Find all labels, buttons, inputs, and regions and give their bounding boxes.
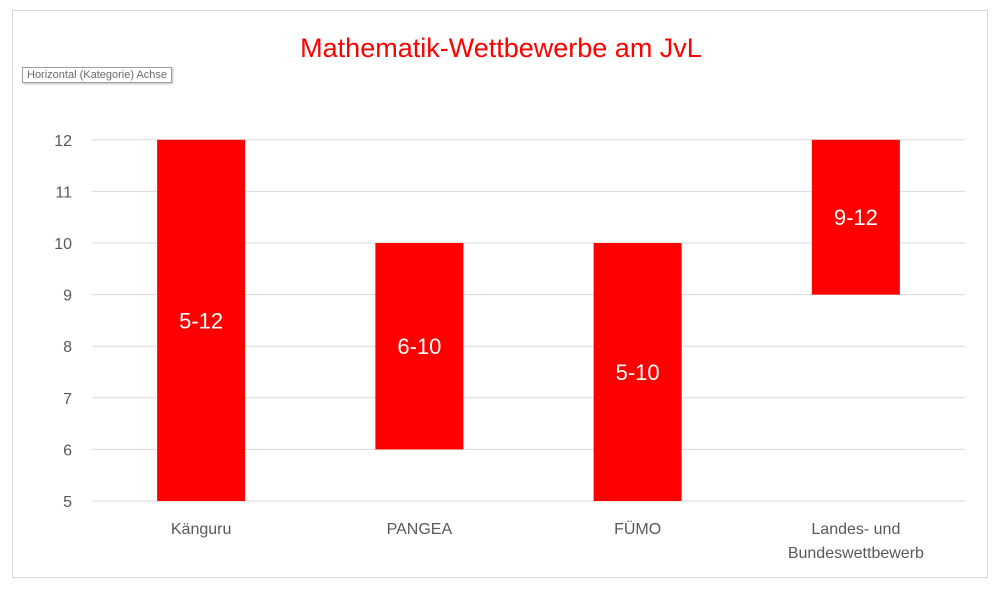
y-tick-label: 7 <box>63 391 72 408</box>
bar <box>811 139 900 295</box>
axis-tooltip: Horizontal (Kategorie) Achse <box>22 67 173 83</box>
bar <box>157 139 246 502</box>
y-tick-label: 11 <box>55 184 72 201</box>
x-category-label: Landes- und Bundeswettbewerb <box>788 521 924 562</box>
y-tick-label: 8 <box>63 339 72 356</box>
y-tick-label: 12 <box>54 133 72 150</box>
x-category-label: PANGEA <box>387 521 453 538</box>
y-tick-label: 9 <box>63 288 72 305</box>
x-category-label: Känguru <box>171 521 232 538</box>
data-label: 5-12 <box>179 308 223 333</box>
data-label: 5-10 <box>616 360 660 385</box>
bar <box>593 243 682 501</box>
y-tick-label: 10 <box>54 236 72 253</box>
chart-title: Mathematik-Wettbewerbe am JvL <box>300 33 702 63</box>
data-label: 9-12 <box>834 205 878 230</box>
bar <box>375 243 464 450</box>
y-tick-label: 6 <box>63 442 72 459</box>
y-tick-label: 5 <box>63 494 72 511</box>
x-category-label: FÜMO <box>614 520 661 538</box>
data-label: 6-10 <box>397 334 441 359</box>
